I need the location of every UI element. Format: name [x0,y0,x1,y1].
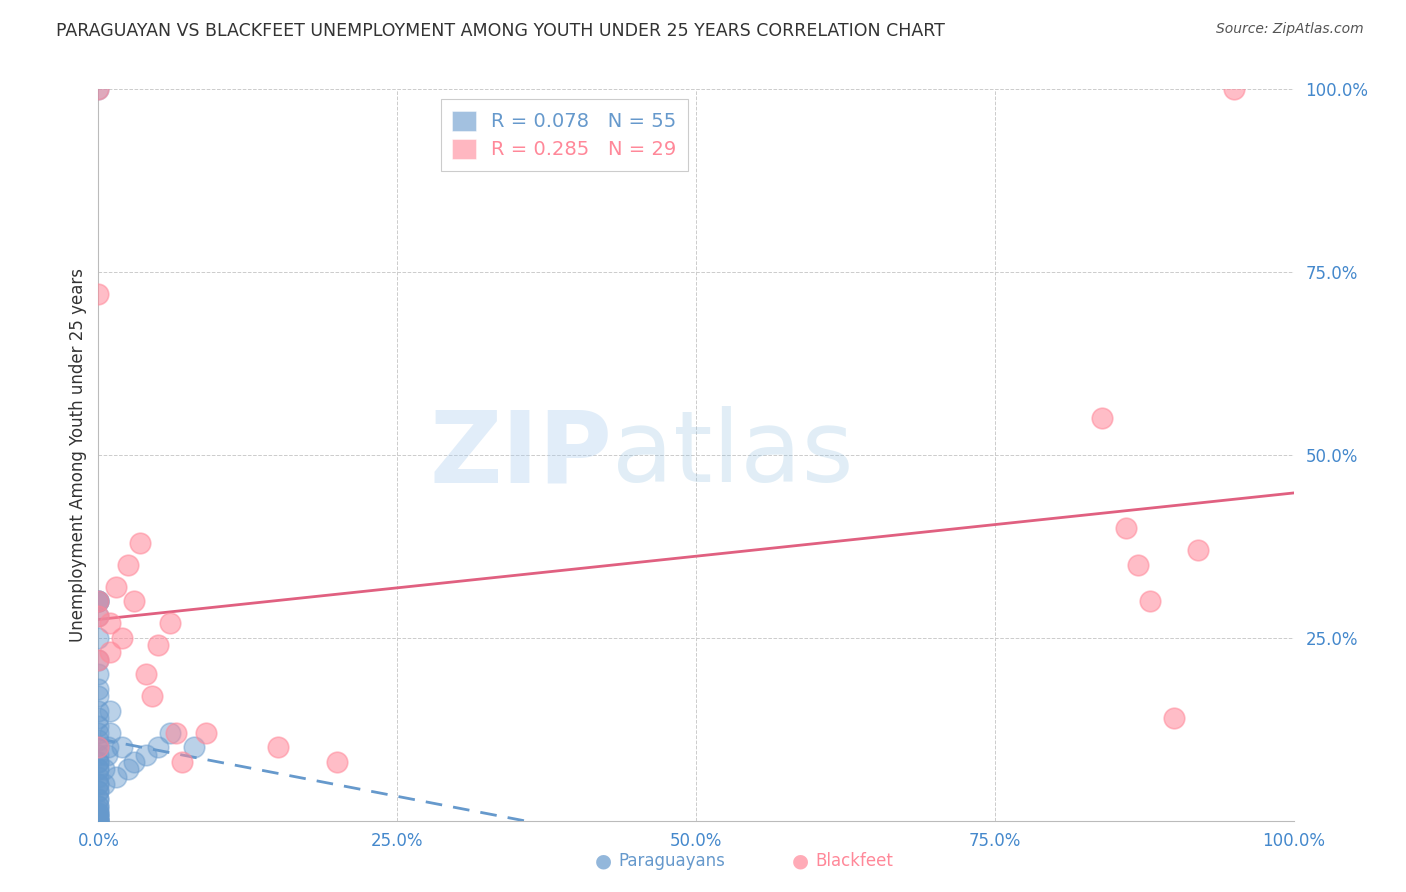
Point [159,726,181,740]
Point [87,770,110,784]
Point [87,814,110,828]
Point [87,810,110,824]
Point [165,726,187,740]
Point [98,726,122,740]
Point [117,558,139,572]
Point [87,653,110,667]
Point [87,791,110,805]
Point [87,777,110,791]
Point [159,616,181,631]
Point [172,755,194,769]
Point [87,814,110,828]
Point [98,645,122,659]
Point [87,704,110,718]
Point [124,755,146,769]
Point [1222,82,1246,96]
Point [117,763,139,777]
Text: ZIP: ZIP [429,407,612,503]
Text: PARAGUAYAN VS BLACKFEET UNEMPLOYMENT AMONG YOUTH UNDER 25 YEARS CORRELATION CHAR: PARAGUAYAN VS BLACKFEET UNEMPLOYMENT AMO… [56,22,945,40]
Point [135,667,157,681]
Point [87,667,110,681]
Point [87,810,110,824]
Point [194,726,217,740]
Point [87,711,110,725]
Point [105,770,128,784]
Text: Blackfeet: Blackfeet [815,852,893,870]
Point [124,594,146,608]
Point [148,740,170,755]
Point [87,806,110,821]
Point [87,806,110,821]
Point [87,82,110,96]
Point [87,763,110,777]
Point [98,616,122,631]
Point [141,690,163,704]
Point [1163,711,1185,725]
Point [326,755,349,769]
Point [129,535,152,549]
Point [87,594,110,608]
Point [111,740,134,755]
Point [87,814,110,828]
Point [87,814,110,828]
Point [148,638,170,652]
Point [87,763,110,777]
Point [96,747,118,762]
Point [93,777,115,791]
Point [87,747,110,762]
Point [87,718,110,732]
Point [87,594,110,608]
Y-axis label: Unemployment Among Youth under 25 years: Unemployment Among Youth under 25 years [69,268,87,642]
Point [87,740,110,755]
Point [87,594,110,608]
Point [87,653,110,667]
Point [87,784,110,798]
Point [87,740,110,755]
Point [87,82,110,96]
Point [183,740,205,755]
Point [87,799,110,814]
Point [87,755,110,769]
Point [87,681,110,696]
Point [87,608,110,623]
Point [267,740,290,755]
Point [105,580,128,594]
Point [87,777,110,791]
Point [87,814,110,828]
Point [135,747,157,762]
Text: Paraguayans: Paraguayans [619,852,725,870]
Point [87,791,110,805]
Point [87,726,110,740]
Point [93,763,115,777]
Point [1128,558,1150,572]
Point [87,784,110,798]
Point [98,704,122,718]
Point [87,594,110,608]
Point [87,803,110,817]
Legend: R = 0.078   N = 55, R = 0.285   N = 29: R = 0.078 N = 55, R = 0.285 N = 29 [440,99,689,171]
Point [87,799,110,814]
Point [87,608,110,623]
Point [111,631,134,645]
Text: ●: ● [792,851,808,871]
Point [1115,521,1137,535]
Point [1139,594,1161,608]
Text: ●: ● [595,851,612,871]
Text: Source: ZipAtlas.com: Source: ZipAtlas.com [1216,22,1364,37]
Point [87,733,110,747]
Point [97,740,120,755]
Point [1091,411,1114,425]
Point [1187,543,1209,558]
Point [87,631,110,645]
Text: atlas: atlas [612,407,853,503]
Point [87,807,110,822]
Point [87,690,110,704]
Point [87,287,110,301]
Point [87,755,110,769]
